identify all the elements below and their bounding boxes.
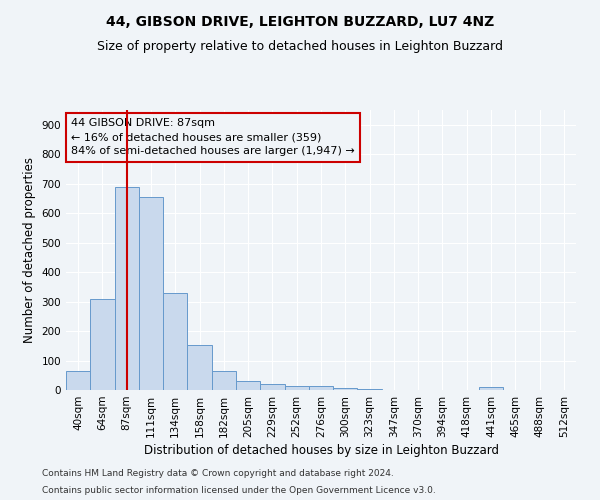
Text: Size of property relative to detached houses in Leighton Buzzard: Size of property relative to detached ho… (97, 40, 503, 53)
Bar (212, 371, 236, 390)
Bar (333, 388, 358, 390)
Bar (139, 197, 163, 390)
Bar (358, 388, 382, 390)
Bar (284, 386, 309, 390)
Bar (236, 380, 260, 390)
Bar (187, 345, 212, 390)
Bar (66, 372, 90, 390)
Bar (260, 384, 284, 390)
Text: Contains HM Land Registry data © Crown copyright and database right 2024.: Contains HM Land Registry data © Crown c… (42, 468, 394, 477)
Bar (115, 187, 139, 390)
Bar (309, 386, 333, 390)
Text: Contains public sector information licensed under the Open Government Licence v3: Contains public sector information licen… (42, 486, 436, 495)
Text: 44 GIBSON DRIVE: 87sqm
← 16% of detached houses are smaller (359)
84% of semi-de: 44 GIBSON DRIVE: 87sqm ← 16% of detached… (71, 118, 355, 156)
Bar (163, 294, 187, 390)
X-axis label: Distribution of detached houses by size in Leighton Buzzard: Distribution of detached houses by size … (143, 444, 499, 457)
Text: 44, GIBSON DRIVE, LEIGHTON BUZZARD, LU7 4NZ: 44, GIBSON DRIVE, LEIGHTON BUZZARD, LU7 … (106, 15, 494, 29)
Bar (479, 387, 503, 390)
Y-axis label: Number of detached properties: Number of detached properties (23, 157, 36, 343)
Bar (90, 298, 115, 390)
